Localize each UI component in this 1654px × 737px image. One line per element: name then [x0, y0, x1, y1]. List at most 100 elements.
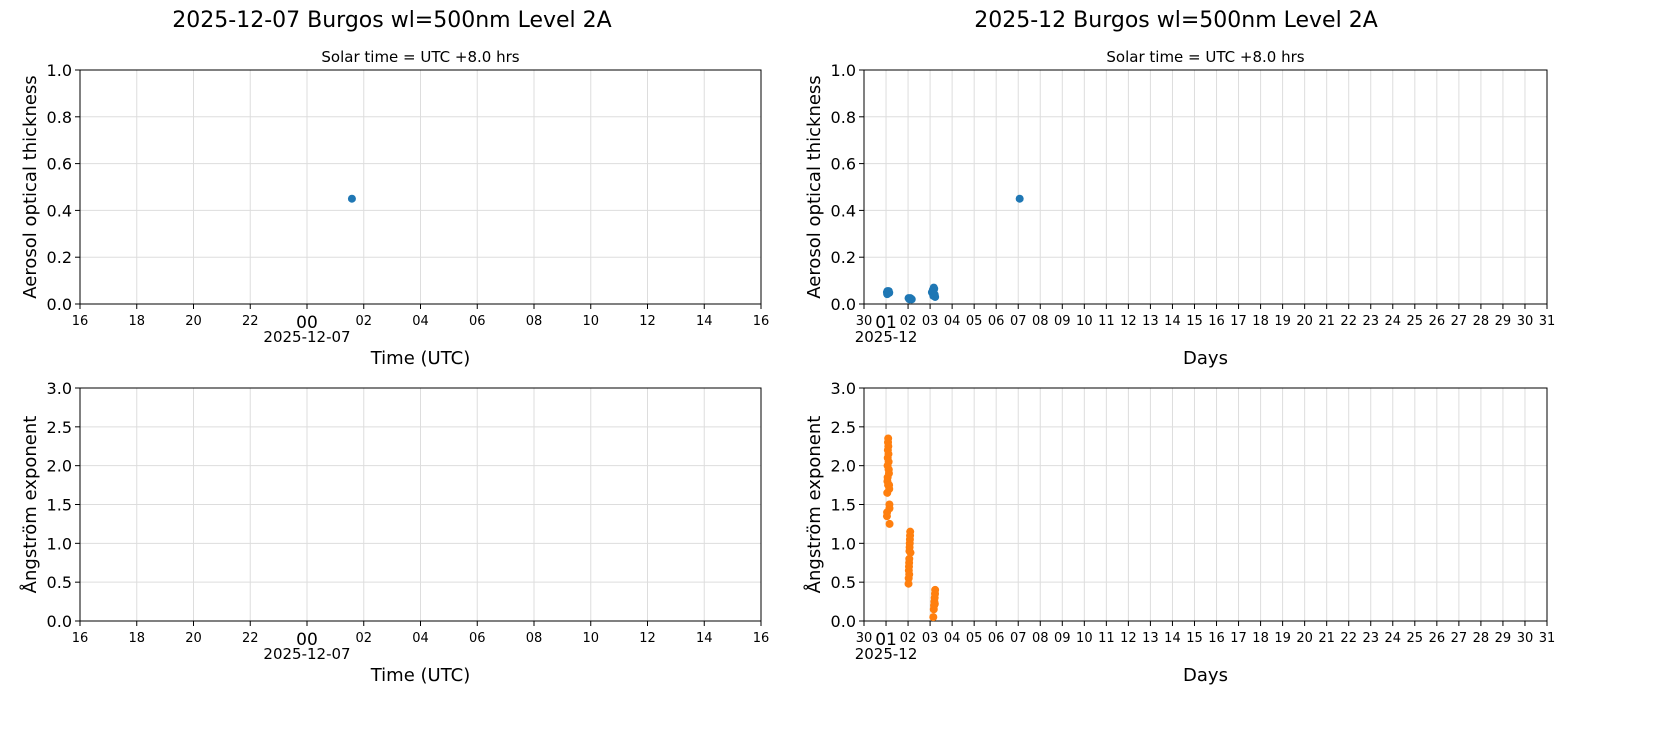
data-point: [885, 519, 894, 528]
x-tick-label: 19: [1274, 314, 1291, 329]
y-tick-label: 1.0: [831, 534, 856, 553]
x-tick-label: 12: [1120, 631, 1137, 646]
y-tick-label: 2.5: [831, 418, 856, 437]
x-tick-label: 09: [1054, 314, 1071, 329]
x-tick-label: 30: [856, 631, 873, 646]
x-tick-label: 06: [988, 631, 1005, 646]
x-tick-label: 10: [1076, 314, 1093, 329]
x-tick-label: 29: [1495, 631, 1512, 646]
x-tick-label: 22: [242, 314, 259, 329]
x-axis-label: Days: [1183, 348, 1228, 369]
y-tick-label: 1.0: [831, 61, 856, 80]
x-tick-label: 23: [1362, 631, 1379, 646]
y-tick-label: 3.0: [831, 379, 856, 398]
x-tick-label: 08: [1032, 631, 1049, 646]
x-tick-label: 04: [412, 314, 429, 329]
data-point: [905, 570, 914, 579]
x-tick-label: 02: [900, 631, 917, 646]
data-point: [885, 288, 894, 297]
y-tick-label: 0.6: [47, 155, 72, 174]
x-tick-label: 20: [185, 631, 202, 646]
x-tick-sublabel: 2025-12-07: [263, 645, 350, 663]
x-tick-label: 12: [639, 631, 656, 646]
data-point: [347, 194, 356, 203]
x-tick-label: 27: [1451, 314, 1468, 329]
data-point: [905, 554, 914, 563]
y-tick-label: 0.0: [831, 612, 856, 631]
x-tick-label: 16: [72, 631, 89, 646]
x-tick-label: 01: [875, 630, 897, 650]
data-point: [931, 292, 940, 301]
x-tick-label: 14: [1164, 631, 1181, 646]
x-tick-label: 08: [526, 314, 543, 329]
chart-subtitle: Solar time = UTC +8.0 hrs: [321, 48, 519, 66]
x-tick-label: 16: [753, 314, 770, 329]
right-figure-title: 2025-12 Burgos wl=500nm Level 2A: [974, 8, 1378, 33]
x-tick-label: 06: [469, 314, 486, 329]
x-tick-label: 15: [1186, 314, 1203, 329]
y-tick-label: 0.0: [47, 612, 72, 631]
data-point: [931, 585, 940, 594]
plot-frame: [863, 387, 1548, 622]
y-tick-label: 1.5: [47, 496, 72, 515]
x-tick-label: 10: [582, 631, 599, 646]
x-tick-label: 15: [1186, 631, 1203, 646]
x-tick-label: 20: [1296, 631, 1313, 646]
x-tick-label: 16: [753, 631, 770, 646]
x-tick-label: 00: [296, 313, 318, 333]
x-tick-label: 07: [1010, 314, 1027, 329]
y-tick-label: 1.0: [47, 61, 72, 80]
x-tick-label: 02: [355, 631, 372, 646]
x-tick-label: 24: [1385, 631, 1402, 646]
x-tick-label: 04: [944, 314, 961, 329]
y-tick-label: 0.4: [831, 201, 856, 220]
x-tick-label: 23: [1362, 314, 1379, 329]
x-tick-label: 30: [1517, 631, 1534, 646]
x-tick-label: 22: [1340, 314, 1357, 329]
x-tick-label: 05: [966, 314, 983, 329]
x-tick-label: 22: [242, 631, 259, 646]
x-tick-label: 21: [1318, 631, 1335, 646]
x-axis-label: Time (UTC): [370, 665, 471, 686]
x-tick-label: 31: [1539, 631, 1556, 646]
x-tick-label: 09: [1054, 631, 1071, 646]
x-tick-label: 06: [988, 314, 1005, 329]
y-tick-label: 0.8: [831, 108, 856, 127]
x-tick-label: 29: [1495, 314, 1512, 329]
y-tick-label: 1.0: [47, 534, 72, 553]
y-tick-label: 0.0: [47, 295, 72, 314]
left-figure-title: 2025-12-07 Burgos wl=500nm Level 2A: [172, 8, 612, 33]
x-tick-label: 16: [72, 314, 89, 329]
x-tick-label: 20: [185, 314, 202, 329]
data-point: [884, 442, 893, 451]
data-point: [885, 484, 894, 493]
x-tick-label: 12: [1120, 314, 1137, 329]
data-point: [884, 457, 893, 466]
x-tick-label: 11: [1098, 631, 1115, 646]
y-axis-label: Aerosol optical thickness: [20, 75, 41, 298]
x-tick-sublabel: 2025-12: [855, 645, 918, 663]
data-point: [884, 469, 893, 478]
y-tick-label: 2.0: [47, 457, 72, 476]
x-tick-label: 08: [1032, 314, 1049, 329]
x-tick-label: 00: [296, 630, 318, 650]
data-point: [930, 284, 939, 293]
x-tick-label: 18: [128, 631, 145, 646]
x-tick-label: 14: [696, 631, 713, 646]
x-tick-label: 02: [900, 314, 917, 329]
plot-frame: [79, 387, 762, 622]
y-tick-label: 0.0: [831, 295, 856, 314]
x-tick-label: 18: [1252, 314, 1269, 329]
x-tick-label: 30: [856, 314, 873, 329]
x-tick-label: 22: [1340, 631, 1357, 646]
x-tick-label: 10: [1076, 631, 1093, 646]
x-tick-label: 26: [1429, 314, 1446, 329]
data-point: [906, 548, 915, 557]
x-tick-label: 17: [1230, 631, 1247, 646]
x-tick-label: 13: [1142, 314, 1159, 329]
y-tick-label: 0.4: [47, 201, 72, 220]
y-tick-label: 0.2: [831, 248, 856, 267]
data-point: [907, 295, 916, 304]
